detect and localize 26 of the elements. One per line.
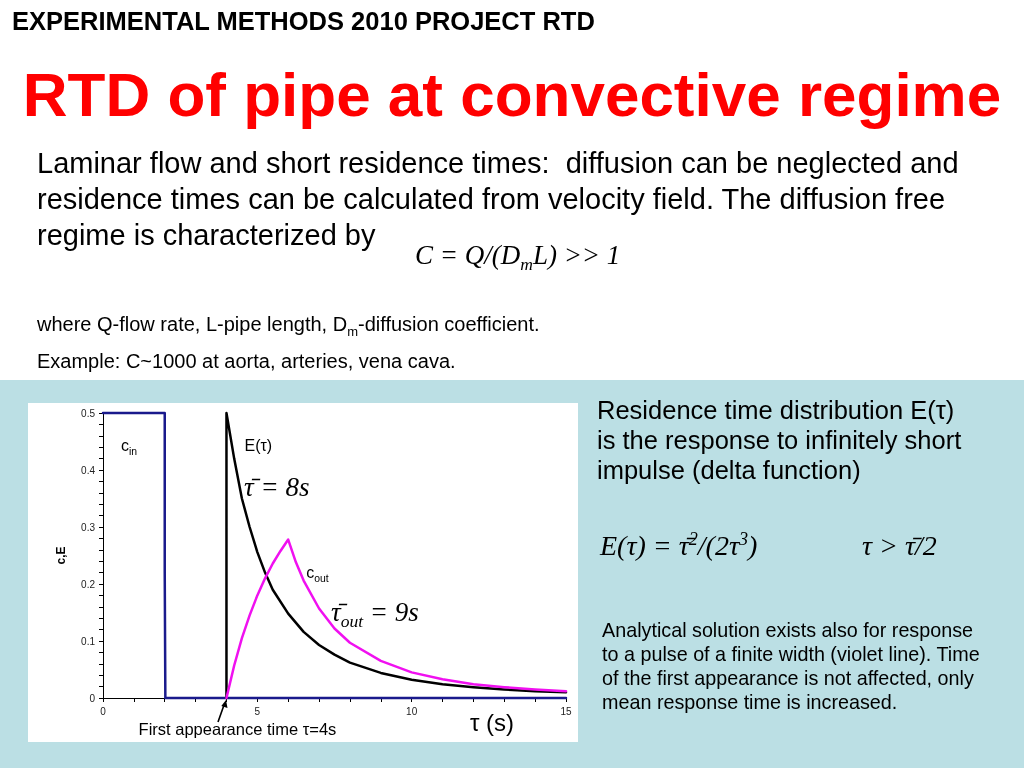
y-tick-label: 0.4: [81, 464, 96, 476]
series-label: c$_{out}$: [306, 563, 329, 584]
annotation: First appearance time τ=4s: [138, 720, 337, 739]
chart-title: RTD of pipe at convective regime: [21, 59, 1003, 130]
text: τ > τ̄/2: [862, 530, 937, 562]
chart-subtitle: EXPERIMENTAL METHODS 2010 PROJECT RTD: [12, 7, 595, 36]
x-tick-label: 10: [406, 705, 418, 717]
y-tick-label: 0.3: [81, 521, 96, 533]
text: Analytical solution exists also for response to a pulse of a finite width (violet line). Time of the first appearance is not affected, only mean response time is increased.: [602, 618, 981, 714]
annotation: τ̄ = 8s: [244, 471, 310, 503]
text: where Q-flow rate, L-pipe length, D$_{m}$-diffusion coefficient.: [37, 313, 540, 339]
y-axis-title: c,E: [54, 546, 68, 565]
x-axis-title: τ (s): [469, 709, 515, 737]
text: Residence time distribution E(τ) is the response to infinitely short impulse (delta function): [597, 395, 963, 485]
y-tick-label: 0.2: [81, 578, 96, 590]
annotation: τ̄$_{out}$ = 9s: [331, 596, 419, 631]
series-label: c$_{in}$: [121, 437, 138, 458]
x-tick-label: 15: [560, 705, 572, 717]
series-label: E(τ): [244, 437, 273, 455]
y-tick-label: 0.1: [81, 635, 96, 647]
x-tick-label: 0: [100, 705, 107, 717]
y-tick-label: 0: [89, 692, 96, 704]
text: Example: C~1000 at aorta, arteries, vena cava.: [37, 350, 456, 373]
x-tick-label: 5: [254, 705, 261, 717]
text: E(τ) = τ̄$^{2}$/(2τ$^{3}$): [600, 528, 758, 562]
y-tick-label: 0.5: [81, 407, 96, 419]
